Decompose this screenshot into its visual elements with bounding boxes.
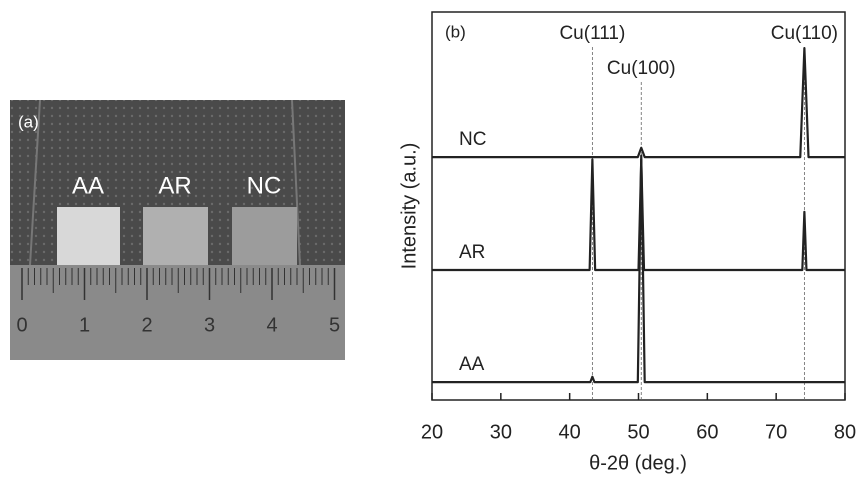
- sample-ar: [143, 207, 208, 265]
- series-label: NC: [459, 129, 486, 150]
- annotation: Cu(100): [607, 58, 676, 79]
- xrd-trace: [432, 159, 845, 270]
- x-tick-label: 20: [421, 421, 443, 443]
- photo-label: (a): [18, 112, 39, 131]
- page: {"photo": {"label": "(a)", "samples": ["…: [0, 0, 860, 479]
- panel-label: (b): [445, 22, 466, 41]
- xrd-trace: [432, 156, 845, 383]
- x-tick-label: 40: [559, 421, 581, 443]
- x-tick-label: 80: [834, 421, 856, 443]
- ruler-number: 5: [329, 314, 340, 336]
- x-tick-label: 60: [696, 421, 718, 443]
- annotation: Cu(110): [771, 23, 838, 44]
- x-tick-label: 50: [627, 421, 649, 443]
- ruler: [10, 265, 345, 360]
- ruler-number: 4: [266, 314, 277, 336]
- x-axis-label: θ-2θ (deg.): [589, 452, 687, 474]
- sample-aa: [57, 207, 120, 265]
- ruler-number: 2: [141, 314, 152, 336]
- series-label: AR: [459, 242, 485, 263]
- sample-label: NC: [247, 172, 282, 199]
- y-axis-label: Intensity (a.u.): [398, 143, 420, 270]
- x-tick-label: 70: [765, 421, 787, 443]
- series-label: AA: [459, 354, 485, 375]
- sample-label: AA: [72, 172, 104, 199]
- photo: (a): [10, 100, 345, 360]
- sample-label: AR: [158, 172, 191, 199]
- annotation: Cu(111): [559, 23, 625, 44]
- x-tick-label: 30: [490, 421, 512, 443]
- figure: (a) (b) θ-2θ (deg.) Intensity (a.u.) AA A…: [0, 0, 860, 479]
- ruler-number: 1: [79, 314, 90, 336]
- ruler-number: 3: [204, 314, 215, 336]
- sample-nc: [232, 207, 297, 265]
- ruler-number: 0: [16, 314, 27, 336]
